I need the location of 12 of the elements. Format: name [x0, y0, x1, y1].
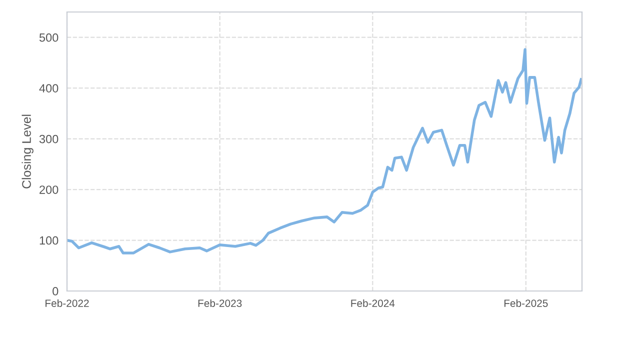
x-tick-label: Feb-2024 [351, 299, 395, 307]
y-axis-title: Closing Level [22, 114, 34, 188]
y-tick-label: 100 [40, 236, 58, 245]
x-tick-label: Feb-2022 [46, 299, 89, 307]
y-tick-label: 400 [39, 84, 58, 92]
x-tick-label: Feb-2025 [504, 299, 548, 307]
y-tick-label: 200 [40, 186, 58, 194]
y-tick-label: 0 [52, 287, 58, 296]
y-tick-label: 300 [39, 134, 58, 144]
y-tick-label: 500 [39, 33, 58, 42]
line-series [67, 48, 582, 254]
x-tick-label: Feb-2023 [198, 299, 242, 307]
